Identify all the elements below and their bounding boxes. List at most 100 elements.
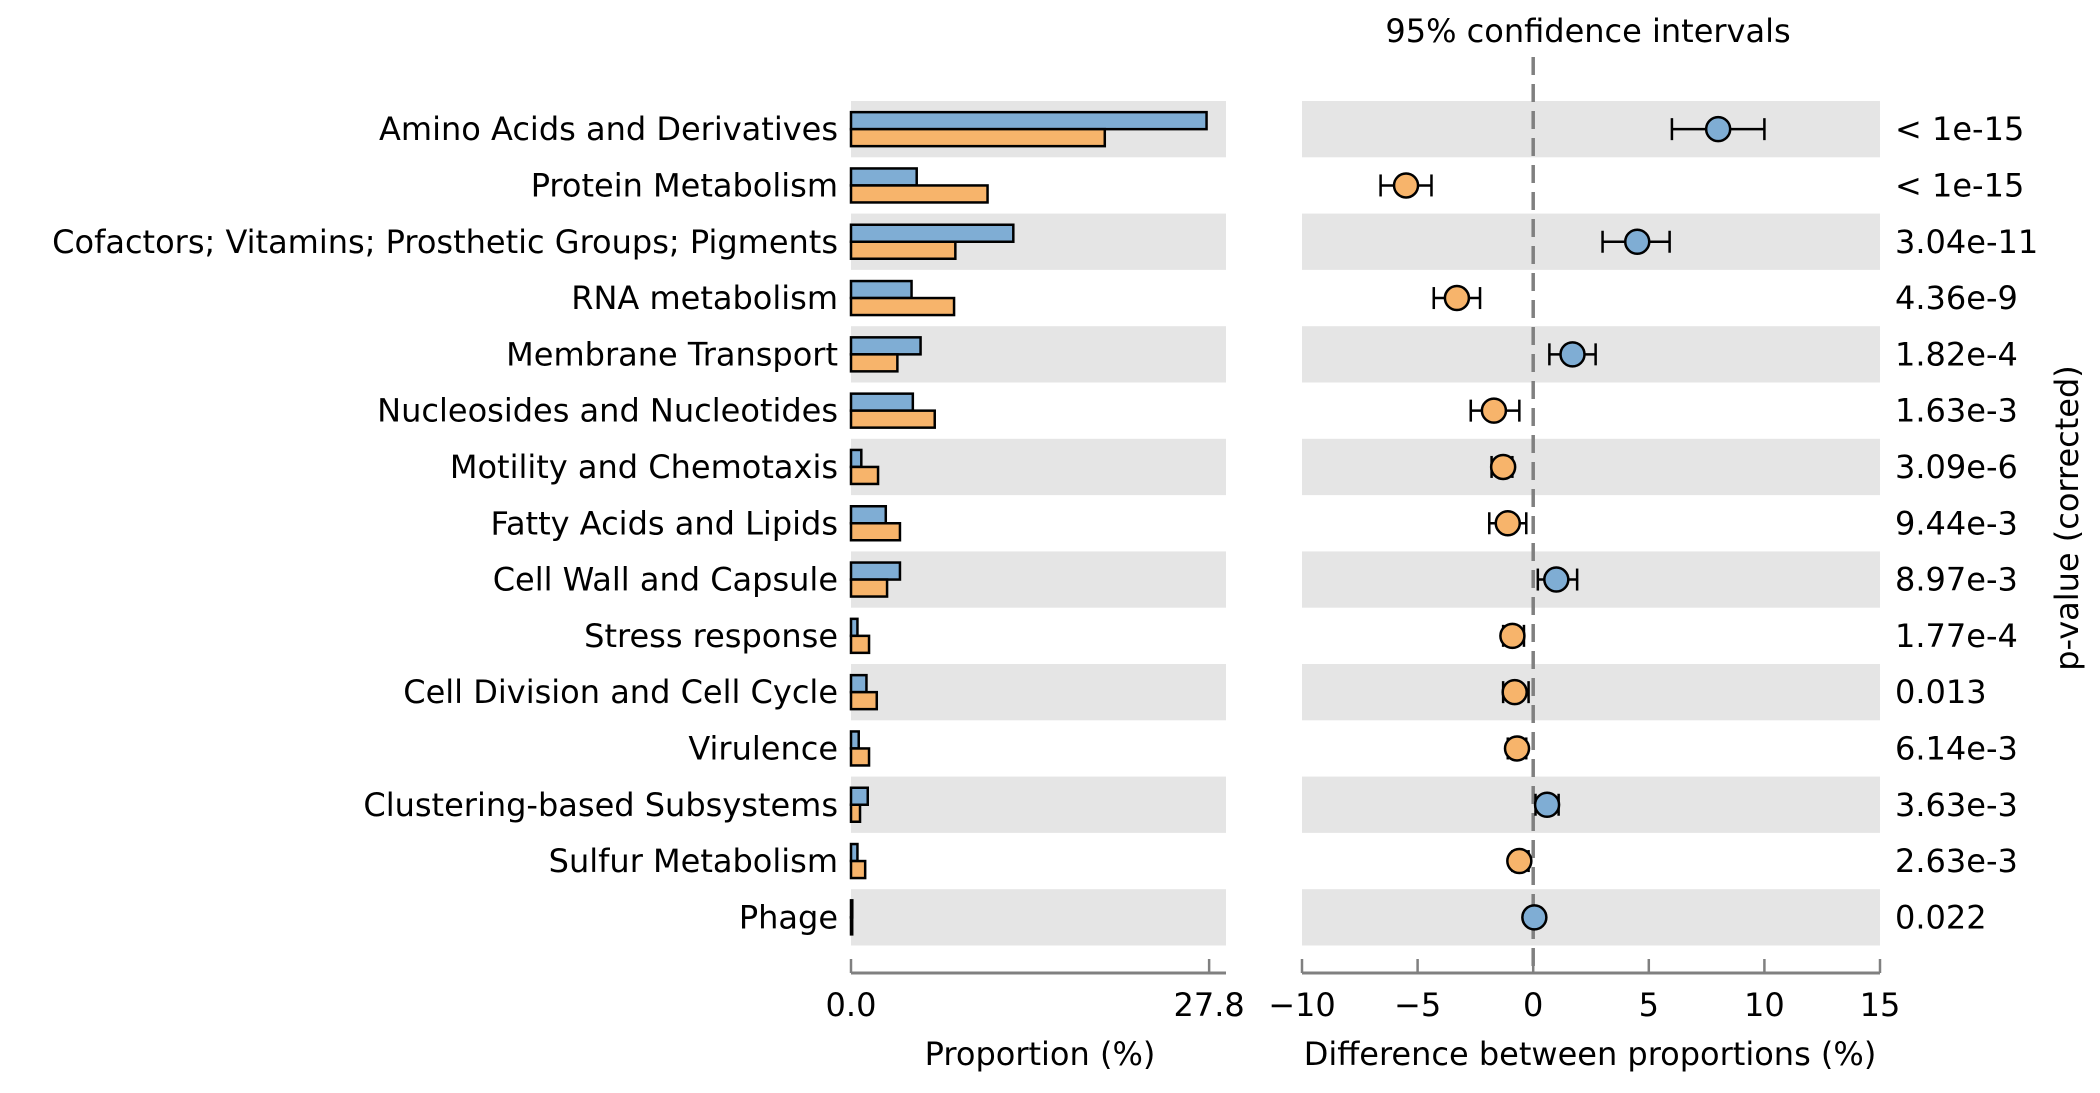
proportion-bar-series-1: [849, 842, 859, 863]
pvalue-label: 0.022: [1895, 898, 1987, 936]
proportion-bar-series-1: [849, 279, 913, 300]
category-label: Amino Acids and Derivatives: [379, 110, 838, 148]
proportion-tick-label: 0.0: [826, 986, 877, 1024]
difference-point: [1443, 284, 1471, 312]
proportion-bar-series-2: [849, 465, 880, 486]
difference-point: [1506, 847, 1533, 875]
pvalue-label: 2.63e-3: [1895, 842, 2018, 880]
proportion-bar-series-1: [849, 110, 1208, 131]
pvalue-label: < 1e-15: [1895, 166, 2024, 204]
difference-tick-label: 10: [1744, 986, 1785, 1024]
pvalue-label: < 1e-15: [1895, 110, 2024, 148]
category-label: Clustering-based Subsystems: [363, 786, 838, 824]
difference-point: [1704, 115, 1732, 143]
pvalue-label: 1.63e-3: [1895, 392, 2018, 430]
proportion-bar-series-2: [849, 296, 956, 317]
category-label: Cell Division and Cell Cycle: [403, 673, 838, 711]
difference-point: [1489, 453, 1517, 481]
proportion-axis-label: Proportion (%): [925, 1035, 1156, 1073]
row-shade-right: [1302, 664, 1880, 721]
difference-point: [1559, 341, 1586, 368]
category-label: Motility and Chemotaxis: [450, 448, 838, 486]
pvalue-label: 4.36e-9: [1895, 279, 2018, 317]
difference-point: [1623, 228, 1651, 255]
difference-axis-label: Difference between proportions (%): [1304, 1035, 1877, 1073]
difference-point: [1521, 904, 1548, 931]
proportion-bar-series-2: [849, 409, 936, 429]
category-label: Protein Metabolism: [531, 166, 838, 204]
category-label: Virulence: [688, 729, 838, 767]
difference-point: [1392, 172, 1420, 199]
difference-point: [1480, 397, 1508, 424]
proportion-bar-series-1: [849, 617, 859, 638]
difference-point: [1543, 566, 1570, 593]
proportion-bar-series-2: [849, 240, 957, 260]
row-shade-right: [1302, 776, 1880, 833]
difference-tick-label: 0: [1523, 986, 1543, 1024]
pvalue-label: 9.44e-3: [1895, 504, 2018, 542]
category-label: Membrane Transport: [506, 335, 838, 373]
proportion-bar-series-2: [849, 916, 854, 936]
category-label: Stress response: [584, 617, 838, 655]
proportion-bar-series-1: [849, 505, 888, 525]
pvalue-label: 3.09e-6: [1895, 448, 2018, 486]
proportion-bar-series-2: [849, 522, 902, 542]
row-shade-right: [1302, 889, 1880, 946]
pvalue-axis-label: p-value (corrected): [2048, 365, 2086, 671]
category-label: Fatty Acids and Lipids: [490, 504, 838, 542]
category-label: Cofactors; Vitamins; Prosthetic Groups; …: [52, 223, 838, 261]
proportion-bar-series-2: [849, 634, 871, 655]
proportion-bar-series-2: [849, 353, 899, 373]
proportion-bar-series-1: [849, 167, 918, 187]
difference-point: [1501, 678, 1528, 706]
row-shade-left: [851, 664, 1226, 721]
proportion-bar-series-1: [849, 673, 868, 694]
difference-point: [1499, 622, 1526, 650]
difference-point: [1533, 791, 1561, 818]
pvalue-label: 3.04e-11: [1895, 223, 2038, 261]
proportion-bar-series-1: [849, 336, 922, 356]
proportion-bar-series-1: [849, 223, 1015, 243]
proportion-bar-series-2: [849, 184, 989, 204]
proportion-tick-label: 27.8: [1174, 986, 1245, 1024]
pvalue-label: 1.82e-4: [1895, 335, 2018, 373]
proportion-bar-series-1: [849, 730, 860, 750]
pvalue-label: 3.63e-3: [1895, 786, 2018, 824]
row-shade-left: [851, 551, 1226, 608]
pvalue-label: 0.013: [1895, 673, 1987, 711]
row-shade-right: [1302, 438, 1880, 496]
row-shade-right: [1302, 213, 1880, 270]
proportion-bar-series-2: [849, 690, 879, 711]
pvalue-label: 6.14e-3: [1895, 729, 2018, 767]
category-label: Nucleosides and Nucleotides: [377, 392, 838, 430]
proportion-bar-series-1: [849, 392, 915, 412]
category-label: Cell Wall and Capsule: [493, 561, 838, 599]
pvalue-label: 1.77e-4: [1895, 617, 2018, 655]
proportion-bar-series-2: [849, 127, 1107, 148]
category-label: Sulfur Metabolism: [549, 842, 838, 880]
row-shade-right: [1302, 101, 1880, 158]
difference-tick-label: −10: [1268, 986, 1336, 1024]
proportion-bar-series-2: [849, 578, 889, 598]
difference-tick-label: 15: [1860, 986, 1901, 1024]
proportion-bar-series-2: [849, 747, 871, 767]
row-shade-left: [851, 889, 1226, 946]
chart-title: 95% confidence intervals: [1385, 12, 1790, 50]
row-shade-left: [851, 776, 1226, 833]
category-label: RNA metabolism: [571, 279, 838, 317]
difference-point: [1503, 735, 1531, 762]
proportion-bar-series-1: [849, 899, 854, 919]
proportion-bar-series-2: [849, 859, 867, 880]
category-label: Phage: [739, 898, 838, 936]
pvalue-label: 8.97e-3: [1895, 561, 2018, 599]
proportion-bar-series-1: [849, 561, 902, 581]
difference-tick-label: 5: [1639, 986, 1659, 1024]
proportion-bar-series-2: [849, 803, 862, 823]
proportion-bar-series-1: [849, 786, 869, 806]
row-shade-right: [1302, 551, 1880, 608]
difference-tick-label: −5: [1394, 986, 1441, 1024]
proportion-bar-series-1: [849, 448, 863, 469]
difference-point: [1494, 510, 1522, 537]
